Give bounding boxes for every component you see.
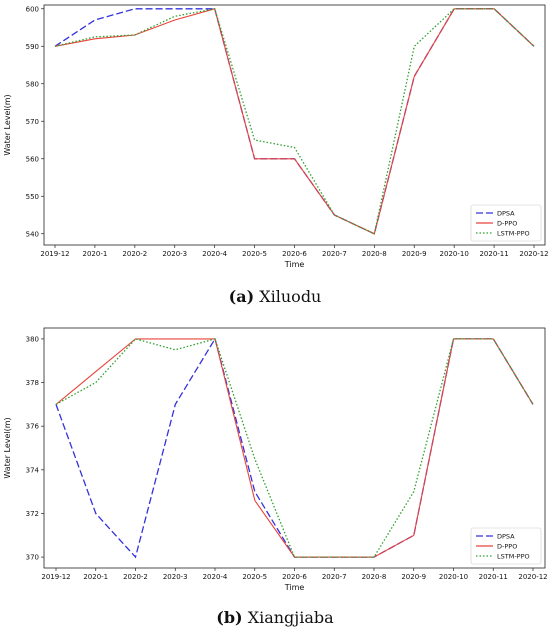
y-tick-label: 590 <box>26 43 39 51</box>
x-tick-label: 2020-6 <box>282 573 307 581</box>
y-axis-title: Water Level(m) <box>3 94 12 155</box>
x-tick-label: 2020-6 <box>282 250 307 258</box>
legend-label: DPSA <box>497 210 515 218</box>
legend-box <box>470 204 542 242</box>
caption-xiangjiaba: (b) Xiangjiaba <box>0 608 550 627</box>
series-line-dpsa <box>55 337 534 559</box>
y-tick-label: 380 <box>26 335 39 343</box>
chart-panel-xiangjiaba: 2019-12 2020-1 2020-2 2020-3 2020-4 2020-5 202… <box>0 318 550 638</box>
x-tick-label: 2020-1 <box>83 250 108 258</box>
chart-xiluodu: 2019-12 2020-1 2020-2 2020-3 2020-4 2020-5 202… <box>3 4 549 269</box>
x-tick-label: 2020-10 <box>440 250 469 258</box>
legend-label: DPSA <box>497 533 515 541</box>
y-tick-label: 378 <box>26 379 39 387</box>
y-tick-label: 376 <box>26 423 40 431</box>
y-axis-title: Water Level(m) <box>3 417 12 478</box>
x-tick-label: 2020-5 <box>242 250 267 258</box>
caption-name: Xiangjiaba <box>247 608 334 627</box>
y-tick-label: 600 <box>26 5 39 13</box>
x-tick-label: 2020-2 <box>122 250 147 258</box>
plot-frame <box>43 4 546 246</box>
caption-letter: (a) <box>228 287 255 306</box>
plot-frame <box>43 327 546 569</box>
x-tick-label: 2019-12 <box>41 573 70 581</box>
legend-label: LSTM-PPO <box>497 230 530 238</box>
x-tick-label: 2020-8 <box>362 250 387 258</box>
legend-label: LSTM-PPO <box>497 553 530 561</box>
legend-box <box>470 527 542 565</box>
y-tick-label: 370 <box>26 554 39 562</box>
x-tick-label: 2020-9 <box>401 573 426 581</box>
series-line-d-ppo <box>54 8 535 235</box>
x-tick-label: 2020-4 <box>203 573 228 581</box>
y-tick-label: 560 <box>26 155 39 163</box>
x-tick-label: 2020-3 <box>163 573 188 581</box>
y-tick-label: 580 <box>26 80 39 88</box>
caption-xiluodu: (a) Xiluodu <box>0 287 550 306</box>
y-tick-label: 374 <box>26 466 40 474</box>
caption-letter: (b) <box>216 608 243 627</box>
y-tick-label: 550 <box>26 193 39 201</box>
x-tick-label: 2020-4 <box>202 250 227 258</box>
x-tick-label: 2020-9 <box>402 250 427 258</box>
x-tick-label: 2020-11 <box>479 250 508 258</box>
x-tick-label: 2020-1 <box>83 573 108 581</box>
x-tick-label: 2020-5 <box>242 573 267 581</box>
series-line-lstm-ppo <box>54 8 535 235</box>
x-axis-title: Time <box>284 260 305 269</box>
x-tick-label: 2020-11 <box>479 573 508 581</box>
chart-xiangjiaba: 2019-12 2020-1 2020-2 2020-3 2020-4 2020-5 202… <box>3 327 548 592</box>
x-tick-label: 2019-12 <box>40 250 69 258</box>
legend-label: D-PPO <box>497 220 517 228</box>
x-tick-label: 2020-10 <box>439 573 468 581</box>
x-axis-title: Time <box>284 583 305 592</box>
y-tick-label: 540 <box>26 230 39 238</box>
caption-name: Xiluodu <box>259 287 322 306</box>
x-tick-label: 2020-3 <box>162 250 187 258</box>
series-line-d-ppo <box>55 338 534 558</box>
chart-panel-xiluodu: 2019-12 2020-1 2020-2 2020-3 2020-4 2020-5 202… <box>0 0 550 318</box>
series-line-lstm-ppo <box>55 338 534 558</box>
x-tick-label: 2020-12 <box>518 573 547 581</box>
legend-label: D-PPO <box>497 543 517 551</box>
x-tick-label: 2020-7 <box>322 573 347 581</box>
x-tick-label: 2020-7 <box>322 250 347 258</box>
y-tick-label: 372 <box>26 510 39 518</box>
series-line-dpsa <box>54 8 535 235</box>
x-tick-label: 2020-12 <box>519 250 548 258</box>
x-tick-label: 2020-2 <box>123 573 148 581</box>
x-tick-label: 2020-8 <box>362 573 387 581</box>
y-tick-label: 570 <box>26 118 39 126</box>
